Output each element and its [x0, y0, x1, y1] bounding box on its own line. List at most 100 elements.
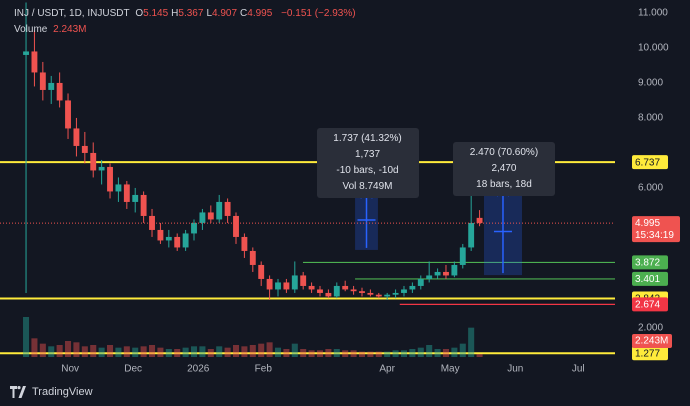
measure-tooltip: 1.737 (41.32%) 1,737 -10 bars, -10d Vol 8.… — [316, 128, 419, 199]
candle-body — [115, 184, 122, 192]
volume-bar — [384, 351, 391, 357]
candle-body — [342, 285, 349, 290]
candle-body — [107, 166, 113, 192]
volume-bar — [392, 350, 399, 357]
y-tick-label: 11.000 — [638, 8, 668, 19]
volume-bar — [451, 347, 458, 357]
candle-body — [333, 285, 340, 297]
x-tick-label: Apr — [379, 364, 395, 375]
candle-body — [317, 289, 323, 293]
candle-body — [275, 282, 281, 290]
candle-body — [359, 291, 365, 293]
volume-bar — [81, 346, 88, 357]
y-tick-label: 2.000 — [638, 323, 663, 334]
ohlc-values: O5.145 H5.367 L4.907 C4.995 — [135, 8, 275, 19]
ohlc-key: L — [206, 8, 212, 19]
candle-body — [98, 166, 105, 171]
volume-bar — [207, 349, 214, 357]
x-tick-label: Jul — [572, 364, 585, 375]
volume-bar — [140, 346, 147, 357]
volume-bar — [442, 349, 449, 357]
ohlc-value: 5.145 — [143, 8, 169, 19]
measure-text: -10 bars, -10d — [336, 165, 399, 177]
volume-bar — [73, 342, 80, 357]
last-price-label: 4.995 — [635, 218, 660, 229]
candle-body — [199, 212, 206, 223]
volume-bar — [350, 350, 357, 357]
ohlc-item: H5.367 — [171, 8, 203, 19]
candle-body — [65, 100, 71, 129]
x-tick-label: Jun — [507, 364, 523, 375]
y-tick-label: 6.000 — [638, 183, 663, 194]
x-tick-label: Feb — [255, 364, 273, 375]
measure-text: Vol 8.749M — [342, 181, 393, 193]
volume-bar — [358, 351, 366, 357]
price-line-label: 3.401 — [635, 274, 660, 285]
volume-bar — [123, 346, 130, 357]
volume-label-bg — [632, 334, 672, 348]
y-tick-label: 8.000 — [638, 113, 663, 124]
ohlc-key: O — [135, 8, 144, 19]
ohlc-key: H — [171, 8, 179, 19]
candle-body — [233, 215, 239, 237]
y-tick-label: 9.000 — [638, 78, 663, 89]
volume-bar — [274, 347, 282, 357]
volume-bar — [476, 354, 483, 357]
volume-bar — [241, 346, 248, 357]
candle-body — [434, 271, 441, 276]
volume-bar — [232, 345, 240, 357]
candle-body — [350, 289, 357, 292]
candle-body — [174, 236, 181, 248]
price-line-label: 2.674 — [635, 300, 660, 311]
candle-body — [384, 294, 391, 297]
volume-label: 2.243M — [635, 336, 668, 347]
price-line-label-bg — [632, 155, 668, 170]
candle-body — [241, 236, 248, 251]
price-line-label-bg — [632, 271, 668, 286]
volume-bar — [409, 349, 416, 357]
x-tick-label: May — [441, 364, 460, 375]
candle-body — [224, 201, 231, 216]
volume-bar — [165, 349, 172, 357]
change: −0.151 (−2.93%) — [281, 8, 356, 19]
countdown: 15:34:19 — [635, 230, 674, 241]
volume-bar — [375, 351, 382, 357]
ohlc-item: C4.995 — [240, 8, 272, 19]
volume-bar — [90, 345, 97, 357]
candle-body — [31, 51, 38, 73]
candle-body — [56, 82, 63, 101]
volume-title: Volume — [14, 24, 48, 35]
brand[interactable]: TradingView — [10, 386, 93, 398]
candle-body — [207, 212, 214, 220]
volume-bar — [258, 343, 265, 357]
volume-bar — [23, 317, 30, 357]
volume-bar — [291, 343, 298, 357]
volume-bar — [266, 342, 273, 357]
volume-bar — [333, 349, 340, 357]
candle-body — [308, 285, 315, 290]
volume-bar — [56, 345, 63, 357]
price-line-label: 3.872 — [635, 258, 660, 269]
volume-bar — [199, 346, 206, 357]
candle-body — [157, 229, 164, 241]
volume-bar — [400, 350, 408, 357]
candle-body — [451, 264, 458, 276]
price-line-label-bg — [632, 346, 668, 361]
volume-bar — [182, 347, 189, 357]
candle-body — [48, 82, 55, 90]
candle-body — [140, 194, 147, 216]
candle-body — [216, 201, 223, 220]
volume-bar — [417, 347, 424, 357]
volume-bar — [132, 347, 139, 357]
x-tick-label: Nov — [61, 364, 79, 375]
volume-bar — [148, 345, 156, 357]
candle-body — [375, 294, 382, 297]
x-tick-label: Dec — [124, 364, 142, 375]
candle-body — [266, 278, 273, 290]
candle-body — [39, 72, 46, 90]
volume-bar — [216, 346, 223, 357]
volume-bar — [249, 345, 256, 357]
volume-bar — [367, 351, 374, 357]
candle-body — [409, 285, 416, 290]
